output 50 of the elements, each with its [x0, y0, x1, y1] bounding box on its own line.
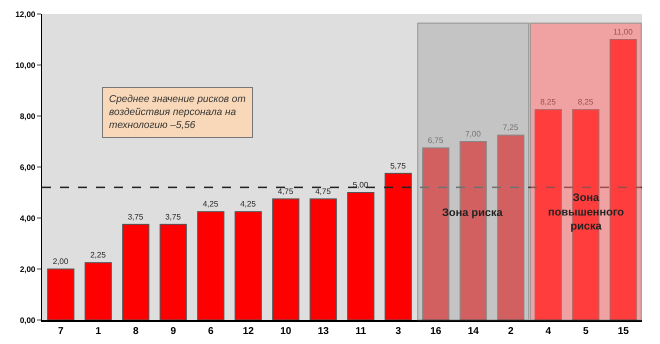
x-tick-label: 8: [132, 326, 139, 337]
bar: [160, 224, 187, 320]
bar: [47, 268, 74, 320]
bar: [384, 172, 412, 320]
y-tick-label: 10,00: [15, 60, 36, 70]
x-tick-label: 3: [395, 326, 402, 337]
x-tick-label: 13: [318, 326, 330, 337]
data-label: 4,25: [202, 200, 219, 209]
x-tick-label: 6: [208, 326, 214, 337]
x-tick-label: 4: [545, 326, 552, 337]
x-tick-label: 16: [430, 326, 442, 337]
data-label: 7,25: [502, 123, 519, 132]
x-tick-label: 14: [468, 326, 480, 337]
bar: [310, 198, 337, 320]
annotation: Среднее значение рисков от воздействия персонала на технологию –5,56: [109, 94, 246, 131]
data-label: 4,75: [315, 186, 332, 196]
x-tick-label: 5: [582, 326, 589, 337]
y-tick-label: 0,00: [20, 316, 36, 325]
bar: [272, 198, 300, 320]
y-tick-label: 2,00: [20, 264, 36, 274]
x-tick-label: 2: [508, 326, 514, 337]
x-tick-label: 15: [618, 326, 630, 337]
data-label: 2,00: [52, 257, 69, 266]
x-tick-label: 7: [58, 326, 64, 337]
band-label: Зона повышенного риска: [548, 192, 624, 233]
x-tick-label: 10: [280, 326, 292, 337]
data-label: 8,25: [578, 98, 594, 107]
y-tick-label: 8,00: [20, 112, 36, 121]
bar: [197, 211, 224, 320]
data-label: 4,25: [240, 200, 256, 209]
data-label: 7,00: [465, 130, 482, 138]
bar: [234, 211, 262, 320]
data-label: 4,75: [278, 186, 294, 196]
data-label: 5,75: [390, 161, 406, 170]
x-tick-label: 11: [355, 326, 366, 337]
bar: [84, 262, 112, 320]
x-tick-label: 9: [170, 326, 176, 337]
data-label: 3,75: [128, 212, 144, 222]
bar: [347, 192, 374, 320]
data-label: 6,75: [428, 136, 444, 145]
data-label: 2,25: [90, 250, 106, 260]
data-label: 8,25: [540, 98, 556, 107]
x-tick-label: 12: [242, 326, 254, 337]
data-label: 3,75: [165, 212, 182, 222]
y-tick-label: 6,00: [20, 162, 36, 172]
x-tick-label: 1: [95, 326, 102, 337]
bar: [122, 224, 150, 320]
y-tick-label: 4,00: [20, 214, 36, 223]
y-tick-label: 12,00: [15, 10, 36, 19]
data-label: 11,00: [613, 28, 634, 36]
